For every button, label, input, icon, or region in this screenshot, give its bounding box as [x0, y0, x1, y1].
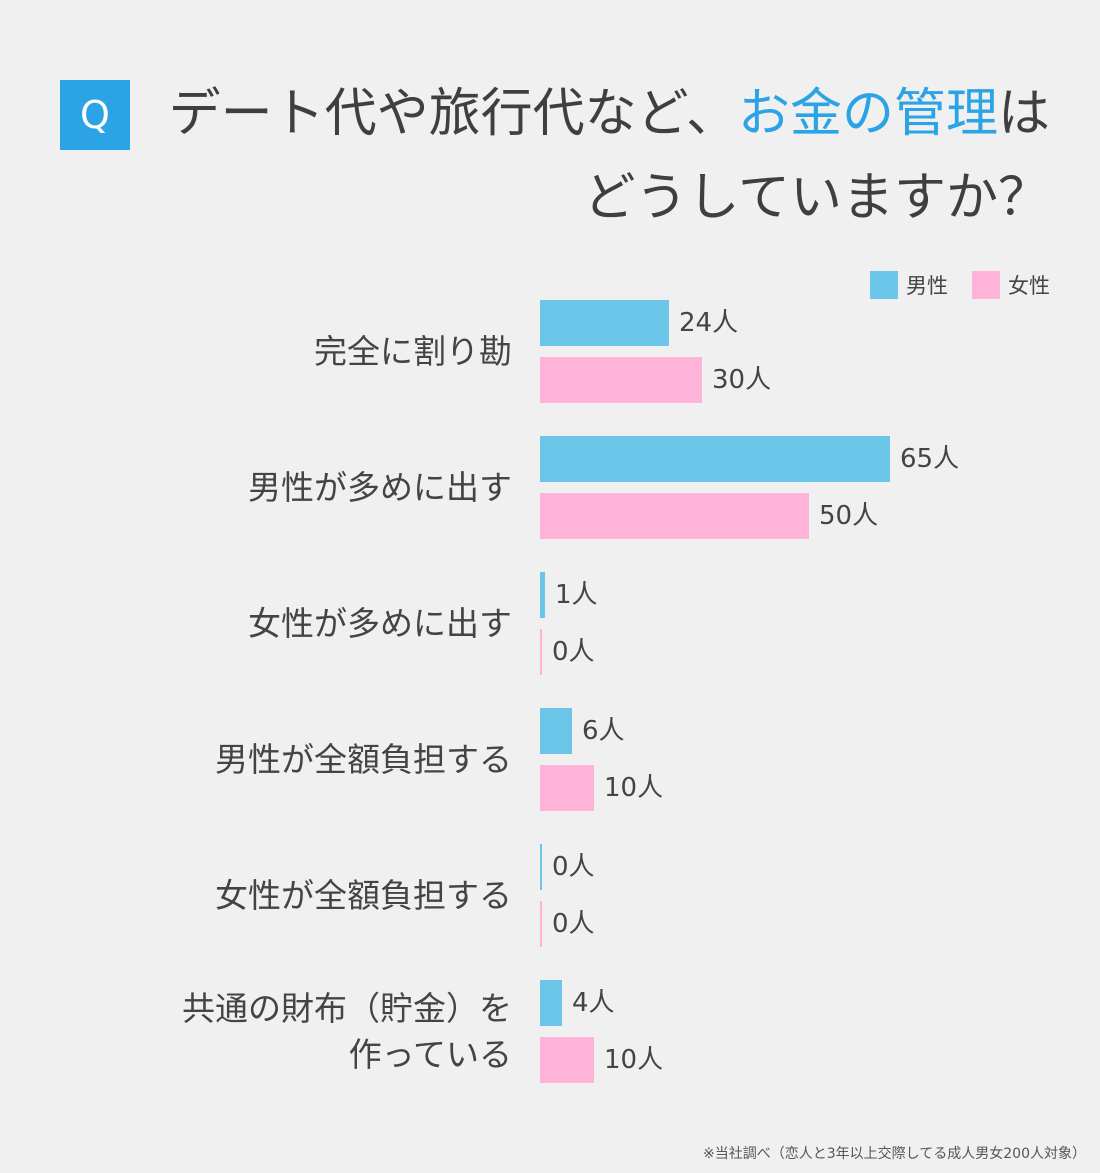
title-text-pre: デート代や旅行代など、	[168, 84, 738, 144]
chart-legend: 男性 女性	[846, 270, 1050, 300]
legend-swatch-male	[870, 271, 898, 299]
category-label-line: 男性が多めに出す	[248, 467, 512, 507]
legend-item-female: 女性	[972, 270, 1050, 300]
title-line-2: どうしていますか？	[583, 168, 1050, 228]
footnote: ※当社調べ（恋人と3年以上交際してる成人男女200人対象）	[703, 1146, 1086, 1162]
legend-item-male: 男性	[870, 270, 948, 300]
legend-swatch-female	[972, 271, 1000, 299]
bar-female	[540, 629, 542, 675]
category-label-line: 共通の財布（貯金）を	[182, 988, 512, 1028]
bar-female	[540, 357, 702, 403]
bar-value-label-male: 6人	[582, 716, 625, 746]
category-label: 男性が多めに出す	[248, 465, 512, 511]
category-label-line: 男性が全額負担する	[215, 739, 512, 779]
bar-value-label-male: 0人	[552, 852, 595, 882]
bar-value-label-female: 10人	[604, 773, 664, 803]
title-text-post: は	[997, 84, 1050, 144]
legend-label-female: 女性	[1008, 274, 1050, 298]
title-line-1: デート代や旅行代など、お金の管理は	[169, 72, 1050, 156]
bar-value-label-female: 50人	[819, 501, 879, 531]
bar-value-label-female: 30人	[712, 365, 772, 395]
category-label: 完全に割り勘	[314, 329, 512, 375]
category-label: 女性が多めに出す	[248, 601, 512, 647]
category-label: 女性が全額負担する	[215, 873, 512, 919]
bar-female	[540, 901, 542, 947]
bar-female	[540, 1037, 594, 1083]
category-label-line: 完全に割り勘	[314, 331, 512, 371]
bar-value-label-female: 0人	[552, 909, 595, 939]
bar-female	[540, 765, 594, 811]
category-label: 共通の財布（貯金）を作っている	[182, 986, 512, 1078]
bar-male	[540, 980, 562, 1026]
bar-female	[540, 493, 809, 539]
category-label-line: 作っている	[348, 1034, 512, 1074]
bar-value-label-male: 24人	[679, 308, 739, 338]
question-badge: Q	[60, 80, 130, 150]
bar-male	[540, 572, 545, 618]
bar-value-label-male: 4人	[572, 988, 615, 1018]
bar-male	[540, 300, 669, 346]
bar-male	[540, 708, 572, 754]
category-label: 男性が全額負担する	[215, 737, 512, 783]
bar-value-label-female: 10人	[604, 1045, 664, 1075]
category-label-line: 女性が全額負担する	[215, 875, 512, 915]
bar-value-label-female: 0人	[552, 637, 595, 667]
bar-value-label-male: 1人	[555, 580, 598, 610]
legend-label-male: 男性	[906, 274, 948, 298]
bar-value-label-male: 65人	[900, 444, 960, 474]
category-label-line: 女性が多めに出す	[248, 603, 512, 643]
bar-male	[540, 436, 890, 482]
bar-male	[540, 844, 542, 890]
title-highlight: お金の管理	[737, 84, 998, 144]
page-title: デート代や旅行代など、お金の管理は どうしていますか？	[169, 72, 1050, 240]
